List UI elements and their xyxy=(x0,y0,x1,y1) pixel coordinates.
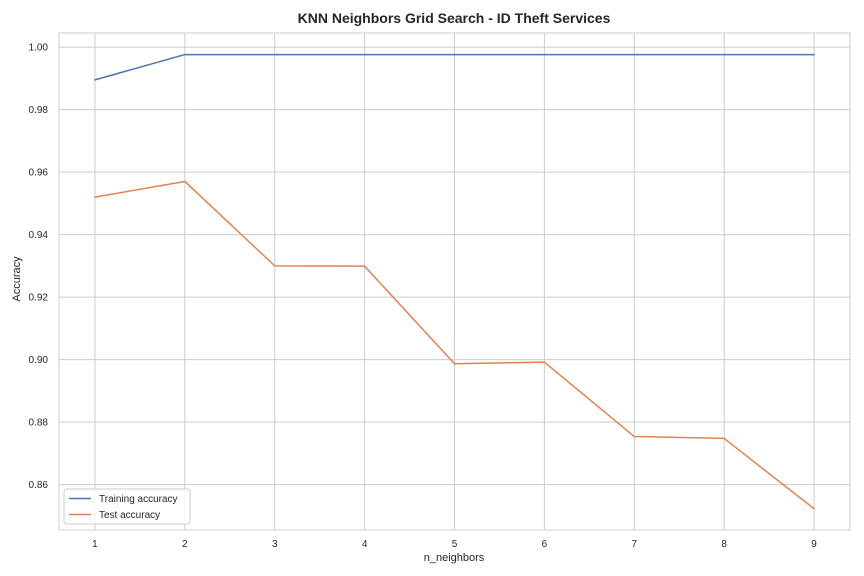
legend-box xyxy=(63,488,191,525)
y-tick-label: 0.90 xyxy=(29,355,49,366)
y-tick-label: 0.98 xyxy=(29,105,49,116)
y-tick-label: 0.88 xyxy=(29,418,49,429)
x-tick-label: 8 xyxy=(721,539,727,550)
legend: Training accuracy Test accuracy xyxy=(63,488,191,525)
y-tick-label: 1.00 xyxy=(29,43,49,54)
x-tick-label: 2 xyxy=(182,539,188,550)
x-tick-label: 5 xyxy=(452,539,458,550)
x-tick-label: 3 xyxy=(272,539,278,550)
x-tick-label: 6 xyxy=(542,539,548,550)
chart-title: KNN Neighbors Grid Search - ID Theft Ser… xyxy=(298,10,611,26)
x-tick-labels: 1 2 3 4 5 6 7 8 9 xyxy=(92,539,817,550)
series-line-test-accuracy xyxy=(94,180,815,510)
x-tick-label: 7 xyxy=(631,539,637,550)
y-tick-labels: 0.86 0.88 0.90 0.92 0.94 0.96 0.98 1.00 xyxy=(29,43,49,492)
plot-frame xyxy=(58,32,851,531)
y-tick-label: 0.86 xyxy=(29,480,49,491)
legend-label: Training accuracy xyxy=(99,494,178,505)
y-tick-label: 0.94 xyxy=(29,230,49,241)
x-tick-label: 1 xyxy=(92,539,98,550)
series-line-training-accuracy xyxy=(94,53,815,81)
y-tick-label: 0.96 xyxy=(29,168,49,179)
series-layer xyxy=(94,53,815,510)
y-tick-label: 0.92 xyxy=(29,293,49,304)
y-axis-label: Accuracy xyxy=(11,256,23,302)
legend-label: Test accuracy xyxy=(99,510,160,521)
grid-lines xyxy=(59,33,850,530)
x-tick-label: 4 xyxy=(362,539,368,550)
x-axis-label: n_neighbors xyxy=(424,552,485,564)
x-tick-label: 9 xyxy=(811,539,817,550)
